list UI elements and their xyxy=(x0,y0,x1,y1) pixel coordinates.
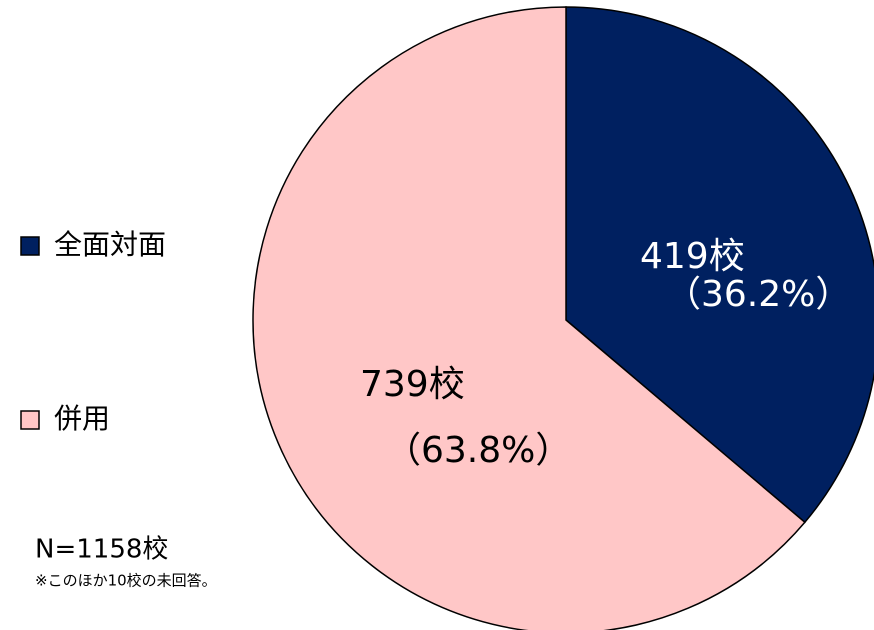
legend-swatch xyxy=(20,410,40,430)
pie-slice xyxy=(252,6,806,630)
legend-swatch xyxy=(20,236,40,256)
data-label: 739校 xyxy=(360,364,465,405)
percent-label: （63.8%） xyxy=(385,430,571,471)
percent-label: （36.2%） xyxy=(665,274,851,315)
pie-slice xyxy=(565,6,874,524)
total-note: N=1158校 xyxy=(35,535,168,565)
legend-label: 併用 xyxy=(54,402,110,435)
data-label: 419校 xyxy=(640,236,745,277)
footnote: ※このほか10校の未回答。 xyxy=(35,572,217,590)
legend-label: 全面対面 xyxy=(54,228,166,261)
